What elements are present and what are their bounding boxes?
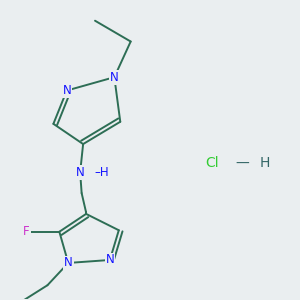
Text: Cl: Cl [206, 156, 219, 170]
Text: H: H [259, 156, 270, 170]
Text: N: N [76, 166, 85, 179]
Text: –H: –H [94, 166, 109, 179]
Text: N: N [110, 71, 119, 84]
Text: N: N [62, 84, 71, 97]
Text: N: N [64, 256, 73, 269]
Text: F: F [23, 225, 30, 238]
Text: N: N [106, 254, 114, 266]
Text: —: — [235, 156, 249, 170]
